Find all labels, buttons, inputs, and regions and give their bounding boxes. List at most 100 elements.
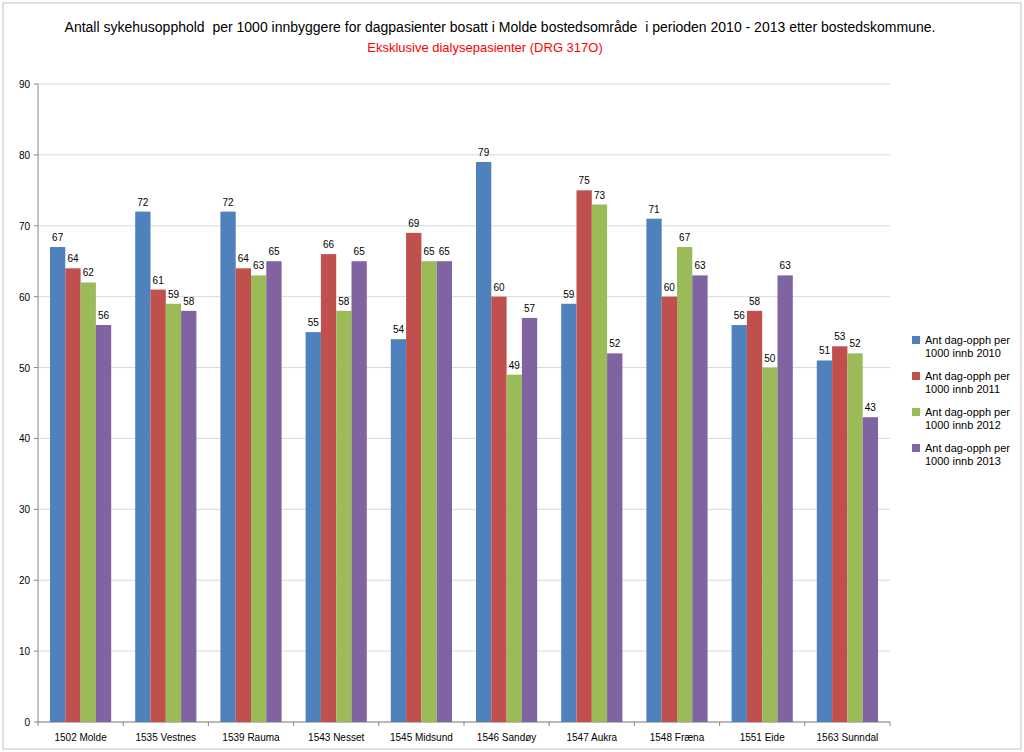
chart: Antall sykehusopphold per 1000 innbygger… (0, 0, 1024, 752)
bar (236, 268, 251, 722)
y-tick-label: 0 (24, 717, 30, 728)
x-tick-label: 1545 Midsund (390, 732, 453, 743)
data-label: 56 (98, 310, 110, 321)
y-tick (34, 438, 38, 439)
bar (863, 417, 878, 722)
bar (135, 212, 150, 722)
bar (321, 254, 336, 722)
data-label: 59 (168, 289, 180, 300)
data-label: 65 (268, 246, 280, 257)
bar (747, 311, 762, 722)
legend: Ant dag-opph per1000 innb 2010 Ant dag-op… (912, 334, 1010, 467)
bar (151, 290, 166, 722)
data-label: 55 (308, 317, 320, 328)
legend-swatch (912, 372, 920, 380)
data-label: 79 (478, 147, 490, 158)
x-tick-label: 1551 Eide (740, 732, 785, 743)
bar (577, 190, 592, 722)
legend-swatch (912, 444, 920, 452)
y-tick-label: 70 (19, 221, 31, 232)
x-tick (208, 722, 209, 726)
legend-swatch (912, 336, 920, 344)
bar (266, 261, 281, 722)
legend-line: 1000 innb 2011 (925, 383, 1000, 395)
y-tick-label: 60 (19, 292, 31, 303)
data-label: 66 (323, 239, 335, 250)
x-tick (549, 722, 550, 726)
grid-line (38, 225, 890, 226)
data-label: 65 (439, 246, 451, 257)
bar (762, 368, 777, 722)
data-label: 63 (694, 260, 706, 271)
y-tick-label: 30 (19, 504, 31, 515)
y-tick (34, 296, 38, 297)
data-label: 58 (183, 296, 195, 307)
y-tick (34, 651, 38, 652)
data-label: 60 (664, 282, 676, 293)
data-label: 64 (67, 253, 79, 264)
data-label: 49 (509, 360, 521, 371)
data-label: 58 (338, 296, 350, 307)
data-label: 72 (137, 197, 149, 208)
bar (778, 275, 793, 722)
bar (677, 247, 692, 722)
bar (662, 297, 677, 722)
x-tick (719, 722, 720, 726)
y-tick-label: 20 (19, 575, 31, 586)
data-label: 63 (253, 260, 265, 271)
x-tick-label: 1548 Fræna (650, 732, 705, 743)
legend-line: Ant dag-opph per (925, 406, 1010, 418)
x-tick-label: 1535 Vestnes (135, 732, 196, 743)
data-label: 60 (493, 282, 505, 293)
bar (421, 261, 436, 722)
bar (336, 311, 351, 722)
bar (81, 282, 96, 722)
x-tick (804, 722, 805, 726)
x-tick (123, 722, 124, 726)
bar (476, 162, 491, 722)
legend-label: Ant dag-opph per1000 innb 2012 (925, 406, 1010, 431)
data-label: 53 (834, 331, 846, 342)
bar (437, 261, 452, 722)
y-tick (34, 509, 38, 510)
data-label: 54 (393, 324, 405, 335)
data-label: 51 (819, 345, 831, 356)
data-label: 61 (153, 275, 165, 286)
bar (847, 353, 862, 722)
y-tick-label: 80 (19, 150, 31, 161)
data-label: 50 (764, 353, 776, 364)
bar (692, 275, 707, 722)
bar (220, 212, 235, 722)
bar (391, 339, 406, 722)
y-tick-label: 40 (19, 433, 31, 444)
chart-frame (3, 3, 1021, 749)
legend-label: Ant dag-opph per1000 innb 2010 (925, 334, 1010, 359)
y-tick (34, 580, 38, 581)
bar (406, 233, 421, 722)
data-label: 65 (354, 246, 366, 257)
grid-line (38, 154, 890, 155)
legend-label: Ant dag-opph per1000 innb 2011 (925, 370, 1010, 395)
data-label: 52 (849, 338, 861, 349)
bar (732, 325, 747, 722)
legend-swatch (912, 408, 920, 416)
data-label: 43 (865, 402, 877, 413)
bar (181, 311, 196, 722)
data-label: 69 (408, 218, 420, 229)
data-label: 73 (594, 190, 606, 201)
x-tick (378, 722, 379, 726)
bar (607, 353, 622, 722)
y-tick (34, 84, 38, 85)
bar (166, 304, 181, 722)
bar (832, 346, 847, 722)
bar (592, 205, 607, 722)
data-label: 75 (579, 175, 591, 186)
legend-line: 1000 innb 2013 (925, 455, 1001, 467)
bar (50, 247, 65, 722)
data-label: 65 (423, 246, 435, 257)
data-label: 52 (609, 338, 621, 349)
bar (96, 325, 111, 722)
data-label: 56 (734, 310, 746, 321)
data-label: 62 (83, 267, 95, 278)
data-label: 59 (563, 289, 575, 300)
